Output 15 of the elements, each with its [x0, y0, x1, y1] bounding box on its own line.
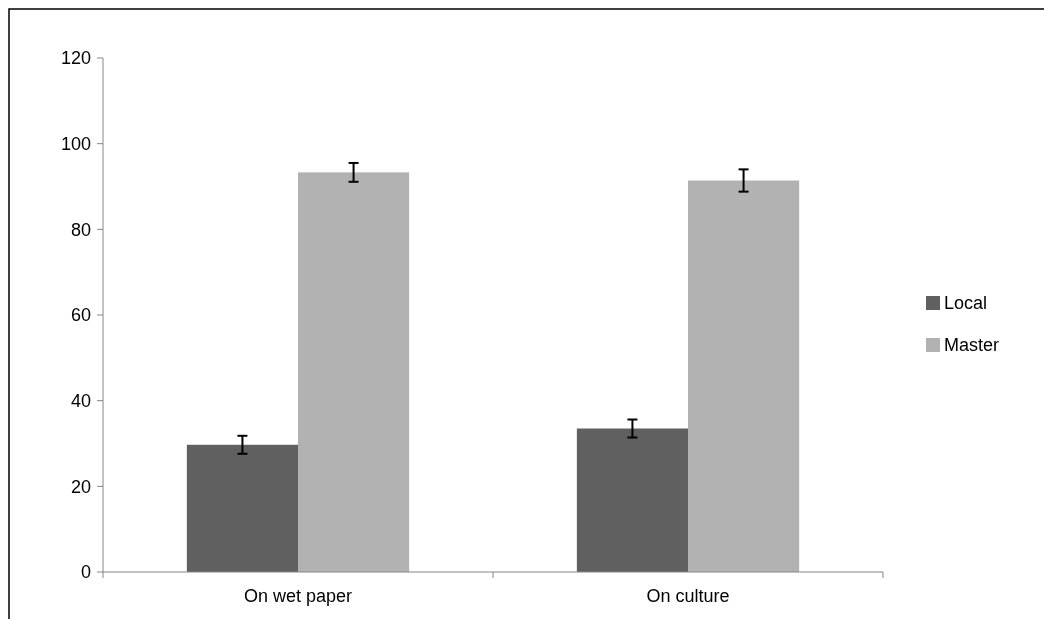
y-tick-label: 120	[60, 48, 91, 69]
legend-label: Master	[944, 335, 1000, 356]
y-tick-label: 60	[70, 305, 91, 326]
y-tick-label: 0	[80, 562, 91, 583]
bar	[298, 172, 410, 572]
legend-label: Local	[944, 293, 988, 314]
bar	[688, 180, 800, 572]
x-tick-label: On culture	[646, 586, 730, 606]
bar	[186, 444, 298, 572]
x-tick-label: On wet paper	[243, 586, 353, 606]
bar	[576, 428, 688, 572]
y-tick-label: 80	[70, 219, 91, 240]
y-tick-label: 100	[60, 133, 91, 154]
y-tick-label: 40	[70, 390, 91, 411]
y-tick-label: 20	[70, 476, 91, 497]
